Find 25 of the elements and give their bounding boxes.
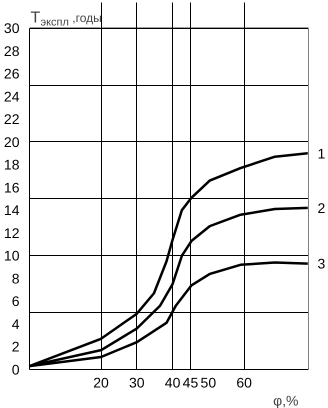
y-tick-label: 28 <box>4 42 20 59</box>
series-label: 3 <box>318 256 326 272</box>
y-tick-label: 2 <box>12 338 20 355</box>
y-tick-label: 18 <box>4 156 20 173</box>
y-tick-label: 20 <box>4 134 20 150</box>
y-tick-label: 26 <box>4 66 20 82</box>
x-tick-label: 40 <box>164 374 181 390</box>
x-tick-label: 45 <box>182 374 198 390</box>
y-tick-label: 24 <box>4 88 20 104</box>
y-tick-label: 8 <box>12 270 20 286</box>
series-label: 2 <box>318 200 326 216</box>
x-tick-label: 20 <box>93 374 110 390</box>
y-tick-label: 4 <box>12 316 20 332</box>
y-tick-label: 16 <box>4 179 20 196</box>
series-label: 1 <box>318 145 326 162</box>
y-tick-label: 14 <box>4 202 20 218</box>
y-tick-label: 30 <box>4 20 20 36</box>
x-tick-label: 50 <box>200 374 216 390</box>
y-tick-label: 0 <box>12 362 20 378</box>
y-tick-label: 22 <box>4 111 20 128</box>
x-tick-label: 30 <box>129 374 145 390</box>
y-tick-label: 12 <box>4 224 20 241</box>
y-tick-label: 6 <box>12 293 20 310</box>
y-tick-label: 10 <box>4 248 20 264</box>
x-tick-label: 60 <box>236 374 252 390</box>
